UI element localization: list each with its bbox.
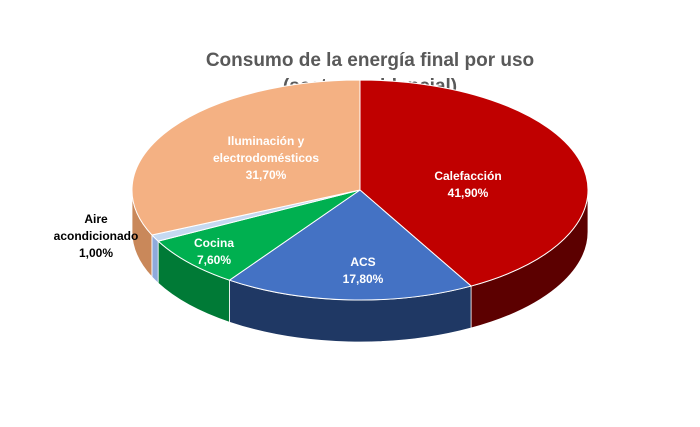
slice-value-aire: 1,00%	[79, 246, 113, 260]
slice-iluminacion	[131, 79, 361, 236]
slice-label-cocina: Cocina	[194, 236, 234, 250]
slice-value-cocina: 7,60%	[197, 253, 231, 267]
slice-label-calefaccion: Calefacción	[434, 169, 501, 183]
slice-label-acs: ACS	[350, 255, 375, 269]
slice-value-acs: 17,80%	[343, 272, 384, 286]
pie-depth-sides	[131, 189, 589, 343]
slice-label-iluminacion-line-2: electrodomésticos	[213, 151, 319, 165]
slice-label-aire-line-2: acondicionado	[54, 229, 139, 243]
slice-label-iluminacion-line-1: Iluminación y	[228, 134, 305, 148]
pie-slices	[131, 79, 589, 301]
slice-value-calefaccion: 41,90%	[448, 186, 489, 200]
chart-title-line-1: Consumo de la energía final por uso	[206, 50, 534, 71]
slice-cocina	[157, 189, 361, 281]
slice-calefaccion	[359, 79, 589, 287]
slice-acs	[228, 189, 473, 301]
slice-label-aire-line-1: Aire	[84, 212, 108, 226]
slice-value-iluminacion: 31,70%	[246, 168, 287, 182]
slice-side-aire	[151, 233, 159, 285]
